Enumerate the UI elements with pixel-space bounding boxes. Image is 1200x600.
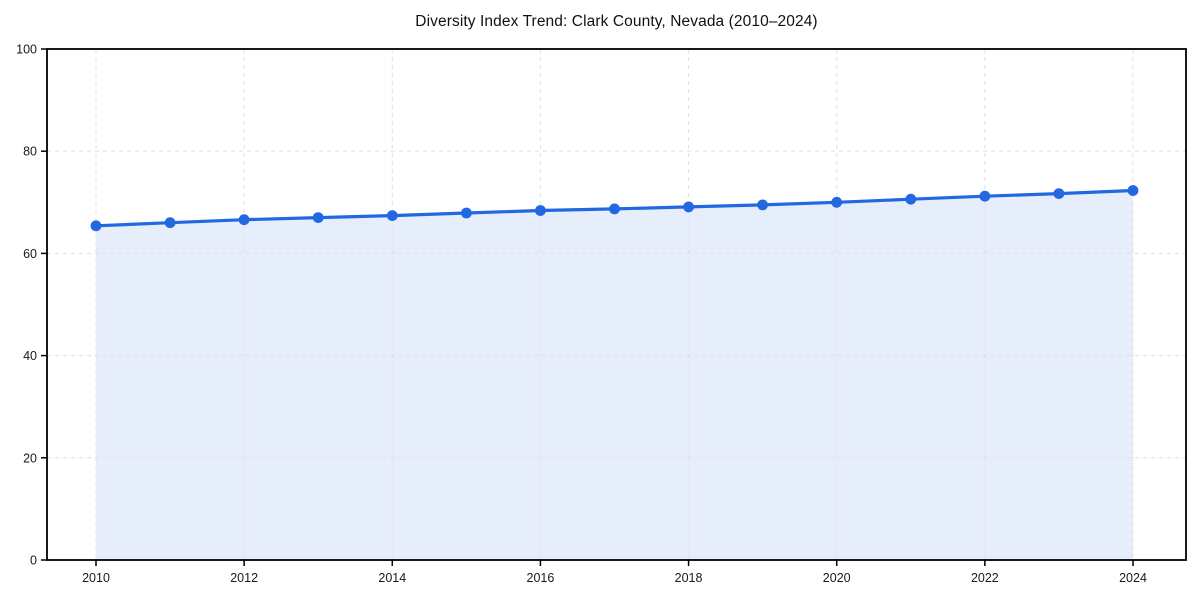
y-axis-tick-label: 0 [30, 554, 37, 568]
data-point-2020 [831, 196, 843, 208]
data-point-2021 [905, 193, 917, 205]
plot-border [46, 48, 1187, 561]
y-axis-tick-label: 40 [23, 349, 37, 363]
area-fill [96, 190, 1133, 560]
data-point-2010 [90, 220, 102, 232]
y-axis-tick-label: 60 [23, 247, 37, 261]
x-axis-tick-label: 2012 [230, 571, 258, 585]
data-point-2015 [461, 207, 472, 219]
data-point-2017 [609, 203, 620, 215]
data-point-2013 [312, 212, 324, 224]
data-point-2018 [683, 201, 694, 213]
chart-title: Diversity Index Trend: Clark County, Nev… [415, 13, 818, 30]
x-axis-tick-label: 2024 [1119, 571, 1147, 585]
data-point-2014 [386, 210, 398, 222]
data-point-2019 [757, 199, 768, 211]
data-point-2012 [238, 214, 250, 226]
y-axis-tick-label: 100 [16, 43, 37, 57]
x-axis-tick-label: 2014 [378, 571, 406, 585]
data-point-2011 [164, 217, 176, 229]
x-axis-tick-label: 2016 [527, 571, 555, 585]
y-axis-tick-label: 80 [23, 145, 37, 159]
y-axis-tick-label: 20 [23, 451, 37, 465]
data-point-2016 [535, 205, 546, 216]
x-axis-tick-label: 2022 [971, 571, 999, 585]
data-point-2023 [1053, 188, 1065, 200]
data-point-2024 [1127, 185, 1139, 196]
x-axis-tick-label: 2018 [675, 571, 703, 585]
data-point-2022 [979, 190, 991, 202]
x-axis-tick-label: 2010 [82, 571, 110, 585]
x-axis-tick-label: 2020 [823, 571, 851, 585]
